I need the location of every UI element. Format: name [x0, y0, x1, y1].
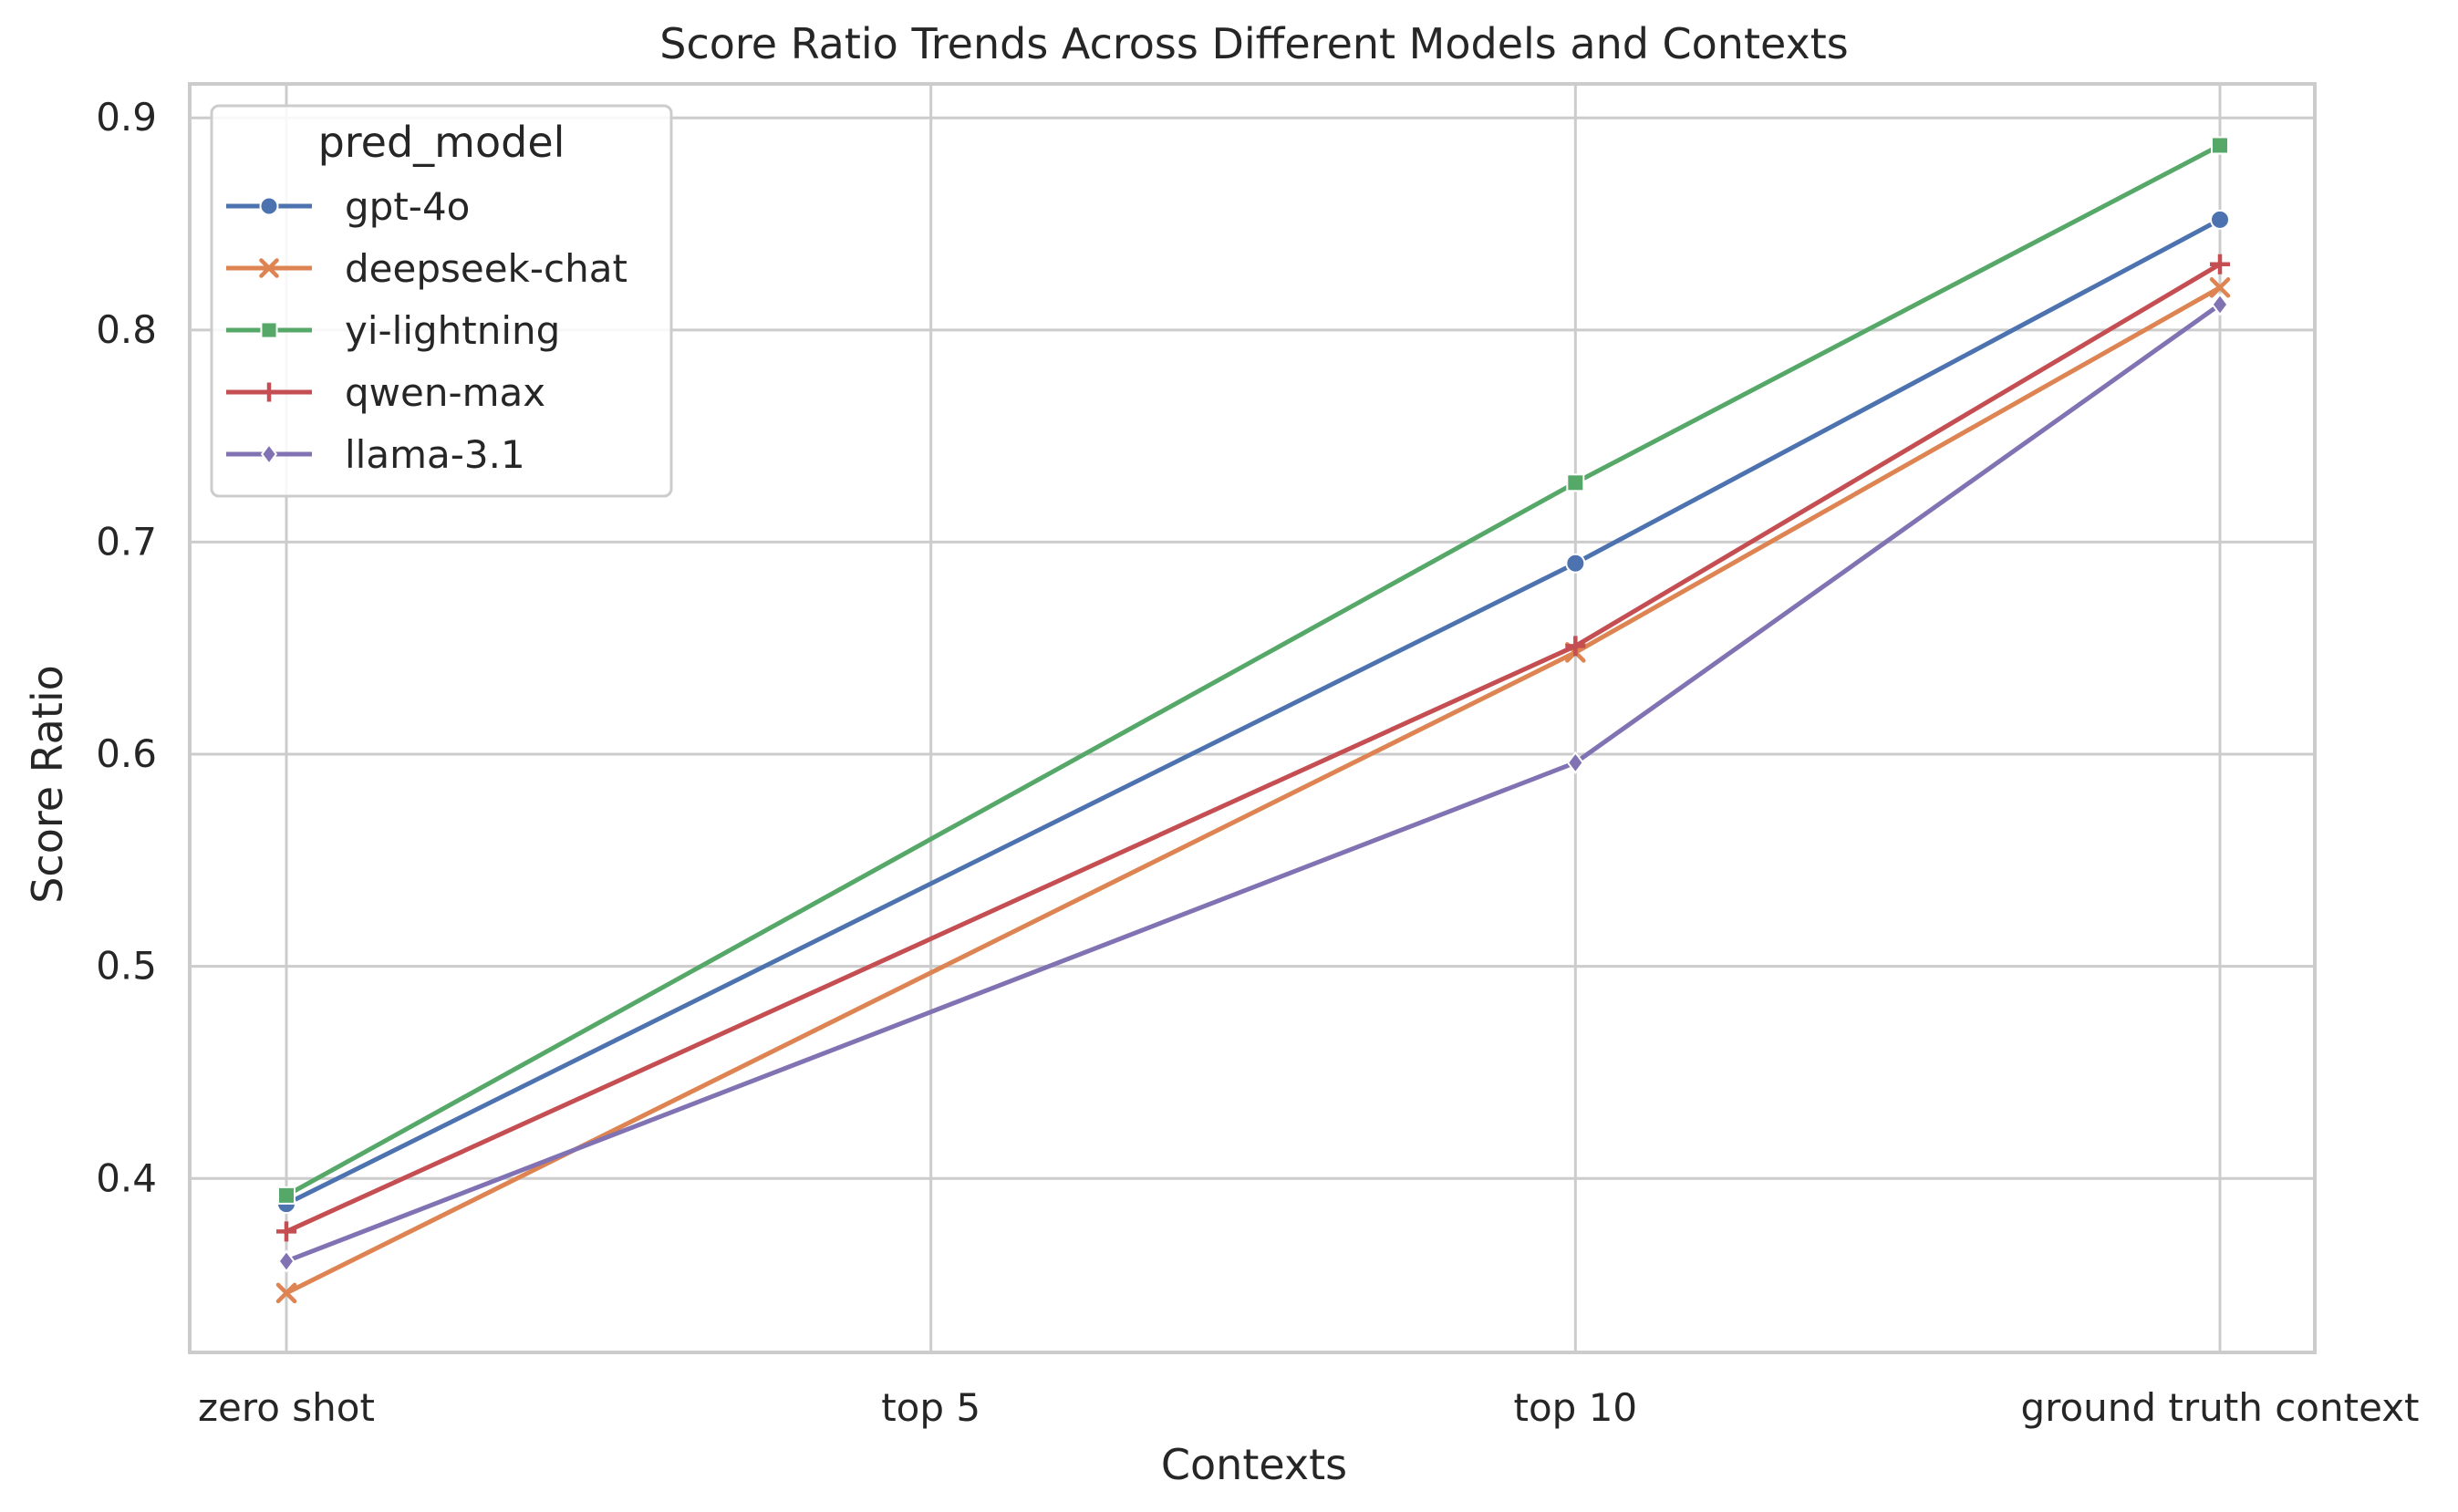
data-point [2209, 277, 2231, 298]
series-yi-lightning [277, 136, 2229, 1205]
data-point [2210, 209, 2230, 230]
legend-item: qwen-max [226, 370, 545, 415]
legend-marker [259, 196, 279, 216]
legend-item: deepseek-chat [226, 246, 627, 291]
x-axis-label: Contexts [1161, 1440, 1347, 1489]
legend-item: gpt-4o [226, 184, 470, 229]
data-point [2211, 293, 2229, 316]
y-axis-label: Score Ratio [23, 665, 72, 904]
data-point [2210, 254, 2230, 274]
x-tick-label: zero shot [198, 1385, 375, 1430]
y-tick-label: 0.9 [96, 95, 157, 140]
legend-label: yi-lightning [345, 308, 560, 353]
x-tick-label: top 5 [881, 1385, 980, 1430]
legend-label: qwen-max [345, 370, 545, 415]
legend-marker [260, 442, 278, 466]
y-tick-label: 0.6 [96, 731, 157, 776]
legend-item: llama-3.1 [226, 432, 525, 477]
legend-title: pred_model [318, 118, 565, 167]
legend: pred_model gpt-4o deepseek-chat yi-lightnin… [210, 104, 673, 498]
series-qwen-max [276, 254, 2230, 1242]
legend-marker [259, 382, 279, 402]
legend-label: gpt-4o [345, 184, 470, 229]
data-point [1566, 751, 1584, 775]
data-point [1565, 636, 1586, 657]
y-tick-label: 0.4 [96, 1155, 157, 1200]
tick-labels: zero shot top 5 top 10 ground truth context… [96, 95, 2419, 1430]
series-llama-3.1 [277, 293, 2229, 1273]
legend-box [210, 104, 673, 498]
data-point [277, 1249, 296, 1273]
y-tick-label: 0.5 [96, 944, 157, 989]
data-point [275, 1282, 297, 1304]
data-point [2211, 136, 2229, 155]
data-point [277, 1186, 296, 1205]
series-lines [275, 136, 2231, 1304]
legend-item: yi-lightning [226, 308, 560, 353]
legend-marker [260, 321, 278, 339]
data-point [276, 1221, 296, 1242]
y-tick-label: 0.7 [96, 519, 157, 564]
x-tick-label: top 10 [1514, 1385, 1638, 1430]
chart-title: Score Ratio Trends Across Different Mode… [659, 19, 1848, 68]
x-tick-label: ground truth context [2020, 1385, 2419, 1430]
plot-frame [188, 82, 2317, 1354]
data-point [1566, 473, 1585, 492]
data-point [1565, 553, 1586, 574]
legend-label: deepseek-chat [345, 246, 627, 291]
legend-label: llama-3.1 [345, 432, 525, 477]
legend-marker [259, 258, 279, 278]
y-tick-label: 0.8 [96, 307, 157, 352]
